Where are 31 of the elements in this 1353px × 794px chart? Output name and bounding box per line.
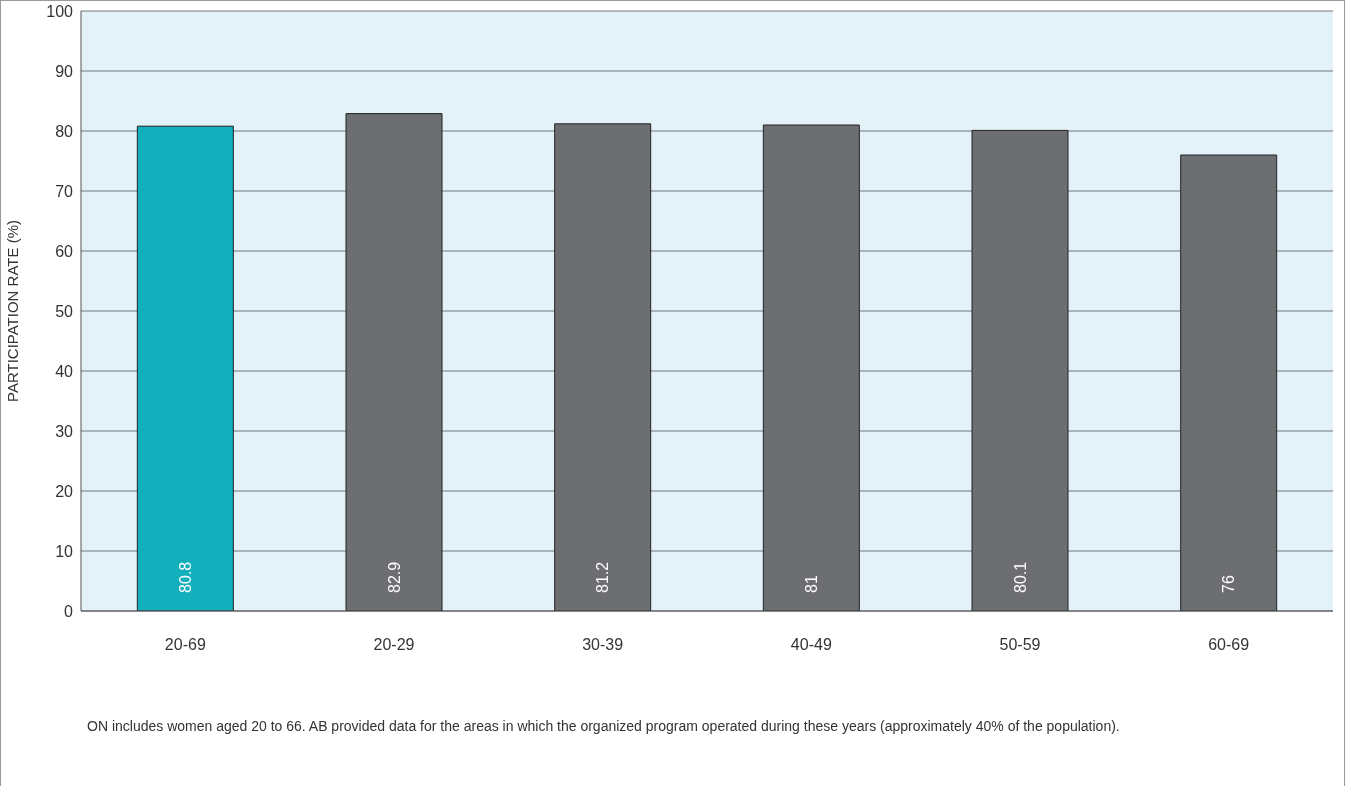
- data-label: 76: [1220, 575, 1238, 593]
- x-tick-label: 60-69: [1208, 636, 1250, 654]
- y-tick-label: 100: [46, 2, 74, 20]
- x-tick-label: 20-29: [373, 636, 415, 654]
- y-tick-label: 60: [55, 242, 74, 260]
- bar: [1180, 154, 1278, 611]
- bar: [971, 129, 1069, 611]
- data-label: 80.1: [1011, 561, 1029, 593]
- x-tick-label: 20-69: [164, 636, 206, 654]
- y-tick-label: 30: [55, 422, 74, 440]
- bar: [345, 113, 443, 611]
- y-tick-label: 90: [55, 62, 74, 80]
- y-tick-label: 50: [55, 302, 74, 320]
- y-tick-label: 70: [55, 182, 74, 200]
- y-tick-label: 0: [64, 602, 74, 620]
- data-label: 81.2: [594, 561, 612, 593]
- y-tick-label: 10: [55, 542, 74, 560]
- bar: [762, 124, 860, 611]
- y-axis-title: PARTICIPATION RATE (%): [4, 220, 22, 402]
- y-tick-label: 80: [55, 122, 74, 140]
- x-tick-label: 50-59: [999, 636, 1041, 654]
- data-label: 81: [802, 575, 820, 593]
- text: ON includes women aged 20 to 66. AB provided data for the areas in which the organized program operated during these years (approximately 40% of the population).: [87, 717, 1121, 736]
- bar: [554, 123, 652, 611]
- x-tick-label: 40-49: [790, 636, 832, 654]
- y-tick-label: 20: [55, 482, 74, 500]
- y-tick-label: 40: [55, 362, 74, 380]
- x-tick-label: 30-39: [582, 636, 624, 654]
- data-label: 80.8: [176, 561, 194, 593]
- data-label: 82.9: [385, 561, 403, 593]
- bar: [136, 125, 234, 611]
